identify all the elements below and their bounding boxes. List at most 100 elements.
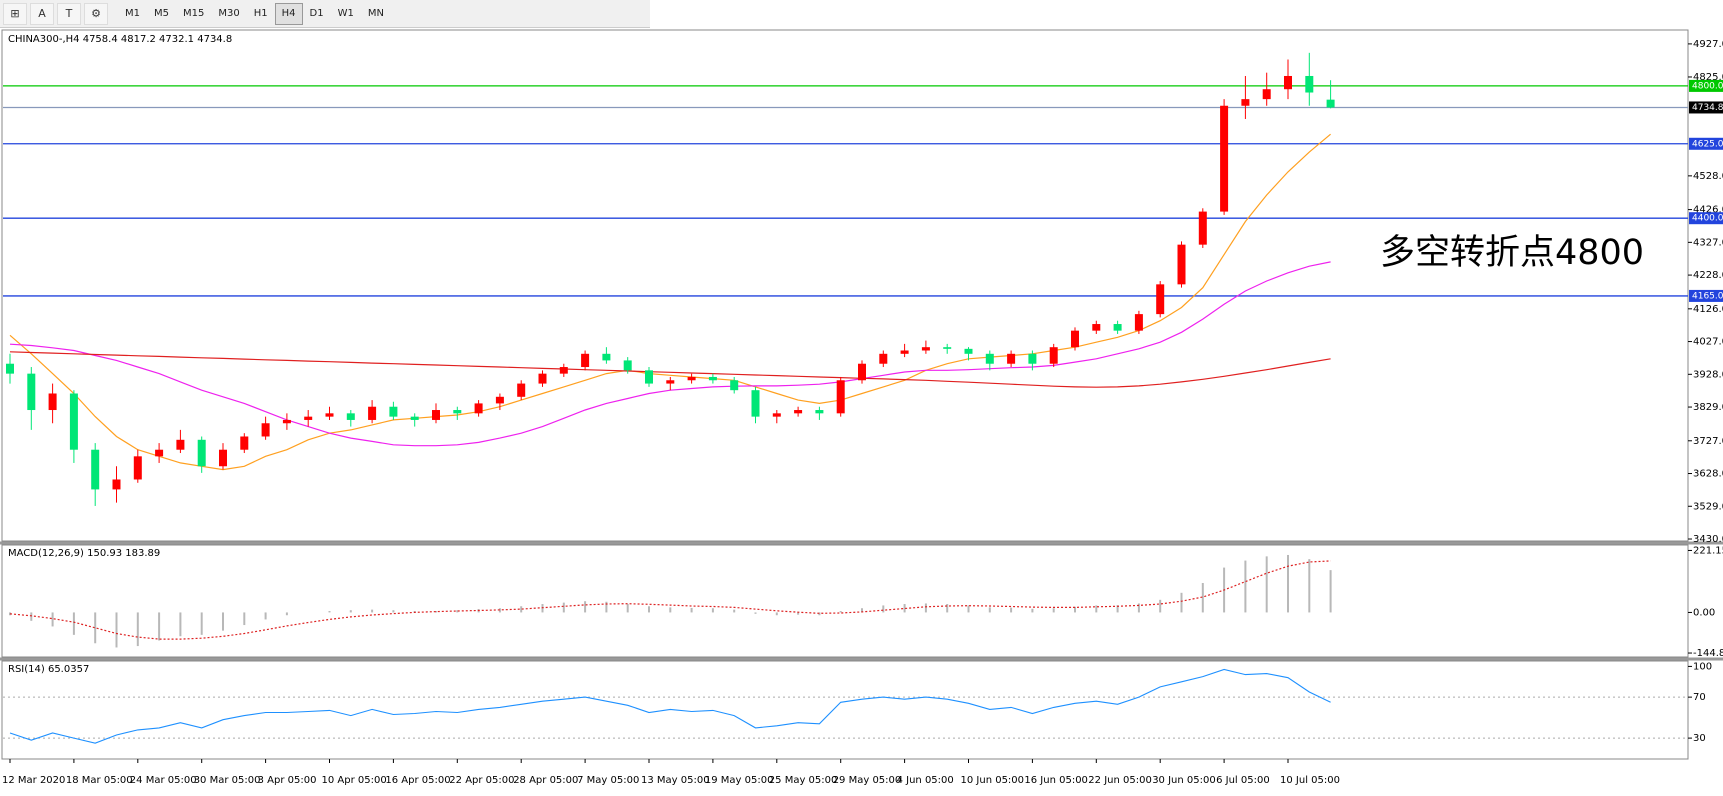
- x-tick-label: 10 Apr 05:00: [322, 775, 387, 786]
- x-tick-label: 12 Mar 2020: [2, 775, 65, 786]
- candle-body: [1028, 353, 1037, 364]
- y-tick-label: 4327.0: [1693, 237, 1723, 248]
- x-tick-label: 10 Jun 05:00: [961, 775, 1025, 786]
- rsi-panel: [1, 660, 1689, 760]
- candle-body: [410, 416, 419, 420]
- candle-body: [1049, 347, 1058, 364]
- y-tick-label: 3529.0: [1693, 501, 1723, 512]
- timeframe-button[interactable]: H1: [253, 7, 268, 19]
- candle-body: [687, 376, 696, 381]
- candle-body: [197, 439, 206, 467]
- candle-body: [708, 376, 717, 381]
- y-tick-label: 4426.0: [1693, 205, 1723, 216]
- candle-body: [517, 383, 526, 397]
- x-tick-label: 3 Apr 05:00: [258, 775, 317, 786]
- macd-panel: [1, 544, 1689, 658]
- candle-body: [219, 449, 227, 467]
- x-tick-label: 7 May 05:00: [577, 775, 639, 786]
- timeframe-button[interactable]: H4: [274, 2, 303, 25]
- timeframe-button[interactable]: D1: [309, 7, 324, 19]
- chart: CHINA300-,H4 4758.4 4817.2 4732.1 4734.8…: [0, 29, 1723, 786]
- x-tick-label: 19 May 05:00: [705, 775, 774, 786]
- candle-body: [751, 390, 760, 417]
- tool-icon[interactable]: T: [57, 2, 81, 25]
- candle-body: [1220, 105, 1229, 212]
- y-tick-label: 30: [1693, 733, 1706, 744]
- candle-body: [858, 363, 866, 381]
- timeframe-button[interactable]: W1: [337, 7, 354, 19]
- x-tick-label: 28 Apr 05:00: [513, 775, 578, 786]
- candle-body: [389, 406, 398, 417]
- candle-body: [133, 456, 142, 480]
- y-tick-label: 3430.0: [1693, 534, 1723, 545]
- candle-body: [794, 410, 803, 414]
- candle-body: [1113, 324, 1122, 331]
- candle-body: [772, 413, 781, 417]
- x-tick-label: 10 Jul 05:00: [1280, 775, 1340, 786]
- level-label-bg: [1689, 212, 1723, 225]
- tool-icon[interactable]: ⊞: [3, 2, 27, 25]
- candle-body: [836, 380, 845, 414]
- candle-body: [815, 410, 824, 414]
- timeframe-button[interactable]: M15: [183, 7, 205, 19]
- tool-icon[interactable]: ⚙: [84, 2, 108, 25]
- candle-body: [6, 363, 14, 374]
- moving-average: [9, 133, 1331, 471]
- candle-body: [176, 439, 185, 450]
- main-panel: [1, 29, 1689, 542]
- candle-body: [900, 350, 909, 354]
- rsi-line: [9, 668, 1331, 744]
- y-tick-label: 4528.0: [1693, 171, 1723, 182]
- y-tick-label: 4228.0: [1693, 270, 1723, 281]
- x-tick-label: 22 Jun 05:00: [1088, 775, 1152, 786]
- candle-body: [304, 416, 313, 420]
- y-tick-label: 3628.0: [1693, 469, 1723, 480]
- y-tick-label: 221.15: [1693, 545, 1723, 556]
- candle-body: [1007, 353, 1016, 364]
- y-tick-label: 3928.0: [1693, 369, 1723, 380]
- x-tick-label: 30 Jun 05:00: [1152, 775, 1216, 786]
- macd-signal: [9, 560, 1331, 640]
- candle-body: [1262, 89, 1271, 100]
- candle-body: [879, 353, 888, 364]
- y-tick-label: 3829.0: [1693, 402, 1723, 413]
- level-label: 4800.0: [1692, 81, 1723, 91]
- level-label-bg: [1689, 79, 1723, 92]
- x-tick-label: 25 May 05:00: [769, 775, 838, 786]
- candle-body: [1284, 75, 1292, 90]
- candle-body: [538, 373, 547, 384]
- candle-body: [1134, 314, 1143, 331]
- candle-body: [1305, 75, 1314, 93]
- rsi-title: RSI(14) 65.0357: [8, 664, 89, 675]
- tool-icon[interactable]: A: [30, 2, 54, 25]
- candle-body: [559, 367, 568, 374]
- timeframe-button[interactable]: MN: [367, 7, 384, 19]
- timeframe-button[interactable]: M30: [218, 7, 240, 19]
- moving-average: [9, 261, 1331, 447]
- candle-body: [368, 406, 377, 420]
- candle-body: [155, 449, 164, 457]
- candle-body: [1092, 324, 1101, 331]
- level-label-bg: [1689, 289, 1723, 302]
- timeframes: M1 M5 M15 M30 H1 H4 D1 W1 MN: [118, 2, 391, 25]
- y-tick-label: 4126.0: [1693, 304, 1723, 315]
- x-tick-label: 30 Mar 05:00: [194, 775, 261, 786]
- candle-body: [964, 348, 973, 354]
- x-tick-label: 4 Jun 05:00: [897, 775, 954, 786]
- candle-body: [474, 403, 483, 414]
- candle-body: [1156, 284, 1165, 315]
- candle-body: [27, 373, 36, 411]
- x-tick-label: 24 Mar 05:00: [130, 775, 197, 786]
- candle-body: [1326, 99, 1335, 108]
- x-tick-label: 6 Jul 05:00: [1216, 775, 1270, 786]
- timeframe-button[interactable]: M1: [125, 7, 140, 19]
- candle-body: [495, 396, 504, 404]
- timeframe-button[interactable]: M5: [154, 7, 169, 19]
- candle-body: [1198, 211, 1207, 245]
- level-label: 4165.0: [1692, 291, 1723, 301]
- y-tick-label: -144.84: [1693, 648, 1723, 659]
- candle-body: [48, 393, 57, 411]
- candle-body: [282, 419, 291, 424]
- level-label: 4625.0: [1692, 139, 1723, 149]
